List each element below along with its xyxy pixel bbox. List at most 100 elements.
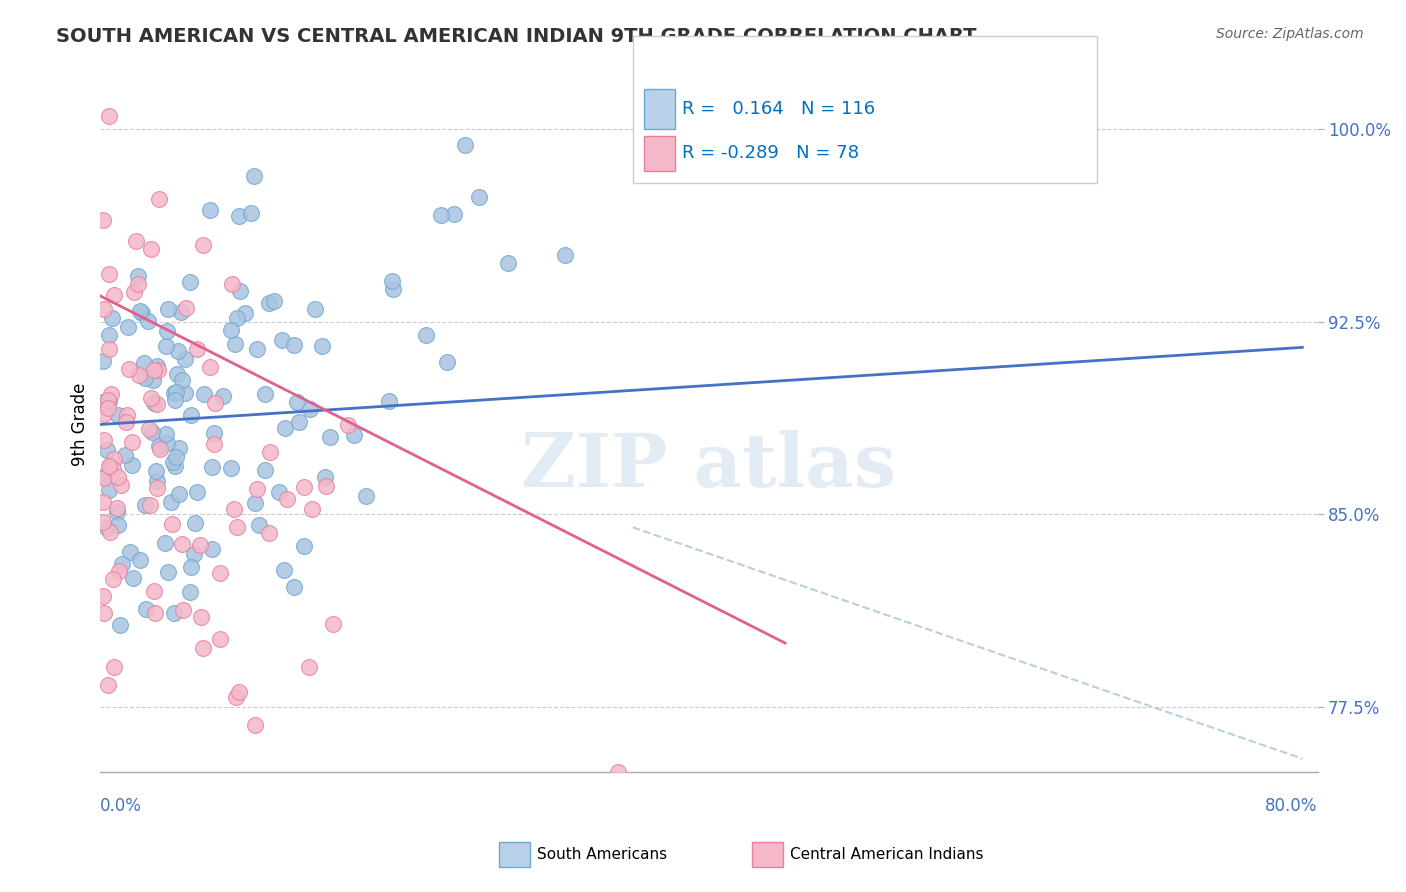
Point — [93, 354, 115, 368]
Point — [225, 690, 247, 704]
Point — [131, 306, 153, 320]
Point — [105, 501, 128, 516]
Point — [301, 501, 323, 516]
Point — [190, 610, 212, 624]
Point — [254, 387, 277, 401]
Point — [96, 442, 118, 457]
Point — [93, 213, 115, 227]
Point — [121, 458, 143, 472]
Point — [103, 660, 125, 674]
Point — [172, 373, 194, 387]
Point — [209, 632, 232, 646]
Point — [93, 471, 115, 485]
Point — [118, 362, 141, 376]
Point — [114, 416, 136, 430]
Point — [162, 386, 184, 401]
Point — [128, 368, 150, 382]
Point — [162, 454, 184, 468]
Point — [259, 445, 281, 459]
Point — [125, 234, 148, 248]
Text: SOUTH AMERICAN VS CENTRAL AMERICAN INDIAN 9TH GRADE CORRELATION CHART: SOUTH AMERICAN VS CENTRAL AMERICAN INDIA… — [56, 27, 977, 45]
Point — [377, 394, 399, 409]
Point — [146, 362, 169, 376]
Point — [128, 304, 150, 318]
Point — [93, 302, 115, 317]
Point — [319, 430, 342, 444]
Point — [97, 393, 120, 408]
Point — [98, 483, 121, 497]
Point — [273, 420, 295, 434]
Point — [285, 395, 308, 409]
Point — [436, 354, 458, 368]
Point — [204, 395, 226, 409]
Point — [311, 339, 333, 353]
Point — [283, 580, 305, 594]
Point — [322, 616, 344, 631]
Point — [117, 319, 139, 334]
Point — [184, 516, 207, 530]
Text: ZIP atlas: ZIP atlas — [522, 430, 897, 503]
Point — [191, 238, 214, 252]
Point — [107, 564, 129, 578]
Point — [114, 448, 136, 462]
Point — [381, 275, 404, 289]
Text: R = -0.289   N = 78: R = -0.289 N = 78 — [682, 145, 859, 162]
Point — [226, 311, 249, 326]
Point — [121, 434, 143, 449]
Point — [224, 336, 246, 351]
Point — [297, 659, 319, 673]
Point — [228, 684, 250, 698]
Point — [263, 293, 285, 308]
Point — [96, 520, 118, 534]
Point — [107, 409, 129, 423]
Point — [127, 268, 149, 283]
Point — [201, 541, 224, 556]
Point — [169, 441, 191, 455]
Point — [336, 417, 359, 432]
Point — [186, 485, 208, 500]
Point — [97, 393, 120, 408]
Point — [98, 525, 121, 540]
Point — [143, 363, 166, 377]
Point — [93, 495, 115, 509]
Point — [381, 282, 404, 296]
Point — [273, 563, 295, 577]
Point — [94, 397, 117, 411]
Point — [243, 169, 266, 183]
Point — [122, 571, 145, 585]
Point — [145, 359, 167, 374]
Point — [298, 401, 321, 416]
Point — [146, 397, 169, 411]
Point — [498, 256, 520, 270]
Point — [146, 481, 169, 495]
Point — [100, 386, 122, 401]
Point — [270, 333, 292, 347]
Point — [174, 301, 197, 315]
Point — [180, 408, 202, 422]
Point — [292, 539, 315, 553]
Point — [193, 387, 215, 401]
Point — [287, 415, 309, 429]
Point — [170, 304, 193, 318]
Point — [259, 296, 281, 310]
Point — [247, 517, 270, 532]
Point — [103, 452, 125, 467]
Point — [101, 462, 124, 476]
Text: R =   0.164   N = 116: R = 0.164 N = 116 — [682, 100, 875, 118]
Text: South Americans: South Americans — [537, 847, 668, 862]
Point — [160, 516, 183, 531]
Point — [128, 552, 150, 566]
Point — [468, 190, 491, 204]
Point — [93, 407, 115, 421]
Point — [222, 501, 245, 516]
Point — [153, 535, 176, 549]
Point — [98, 342, 121, 356]
Point — [606, 764, 628, 779]
Point — [166, 367, 188, 381]
Point — [107, 505, 129, 519]
Point — [155, 427, 177, 442]
Point — [107, 470, 129, 484]
Point — [246, 482, 269, 496]
Point — [146, 474, 169, 488]
Point — [117, 409, 139, 423]
